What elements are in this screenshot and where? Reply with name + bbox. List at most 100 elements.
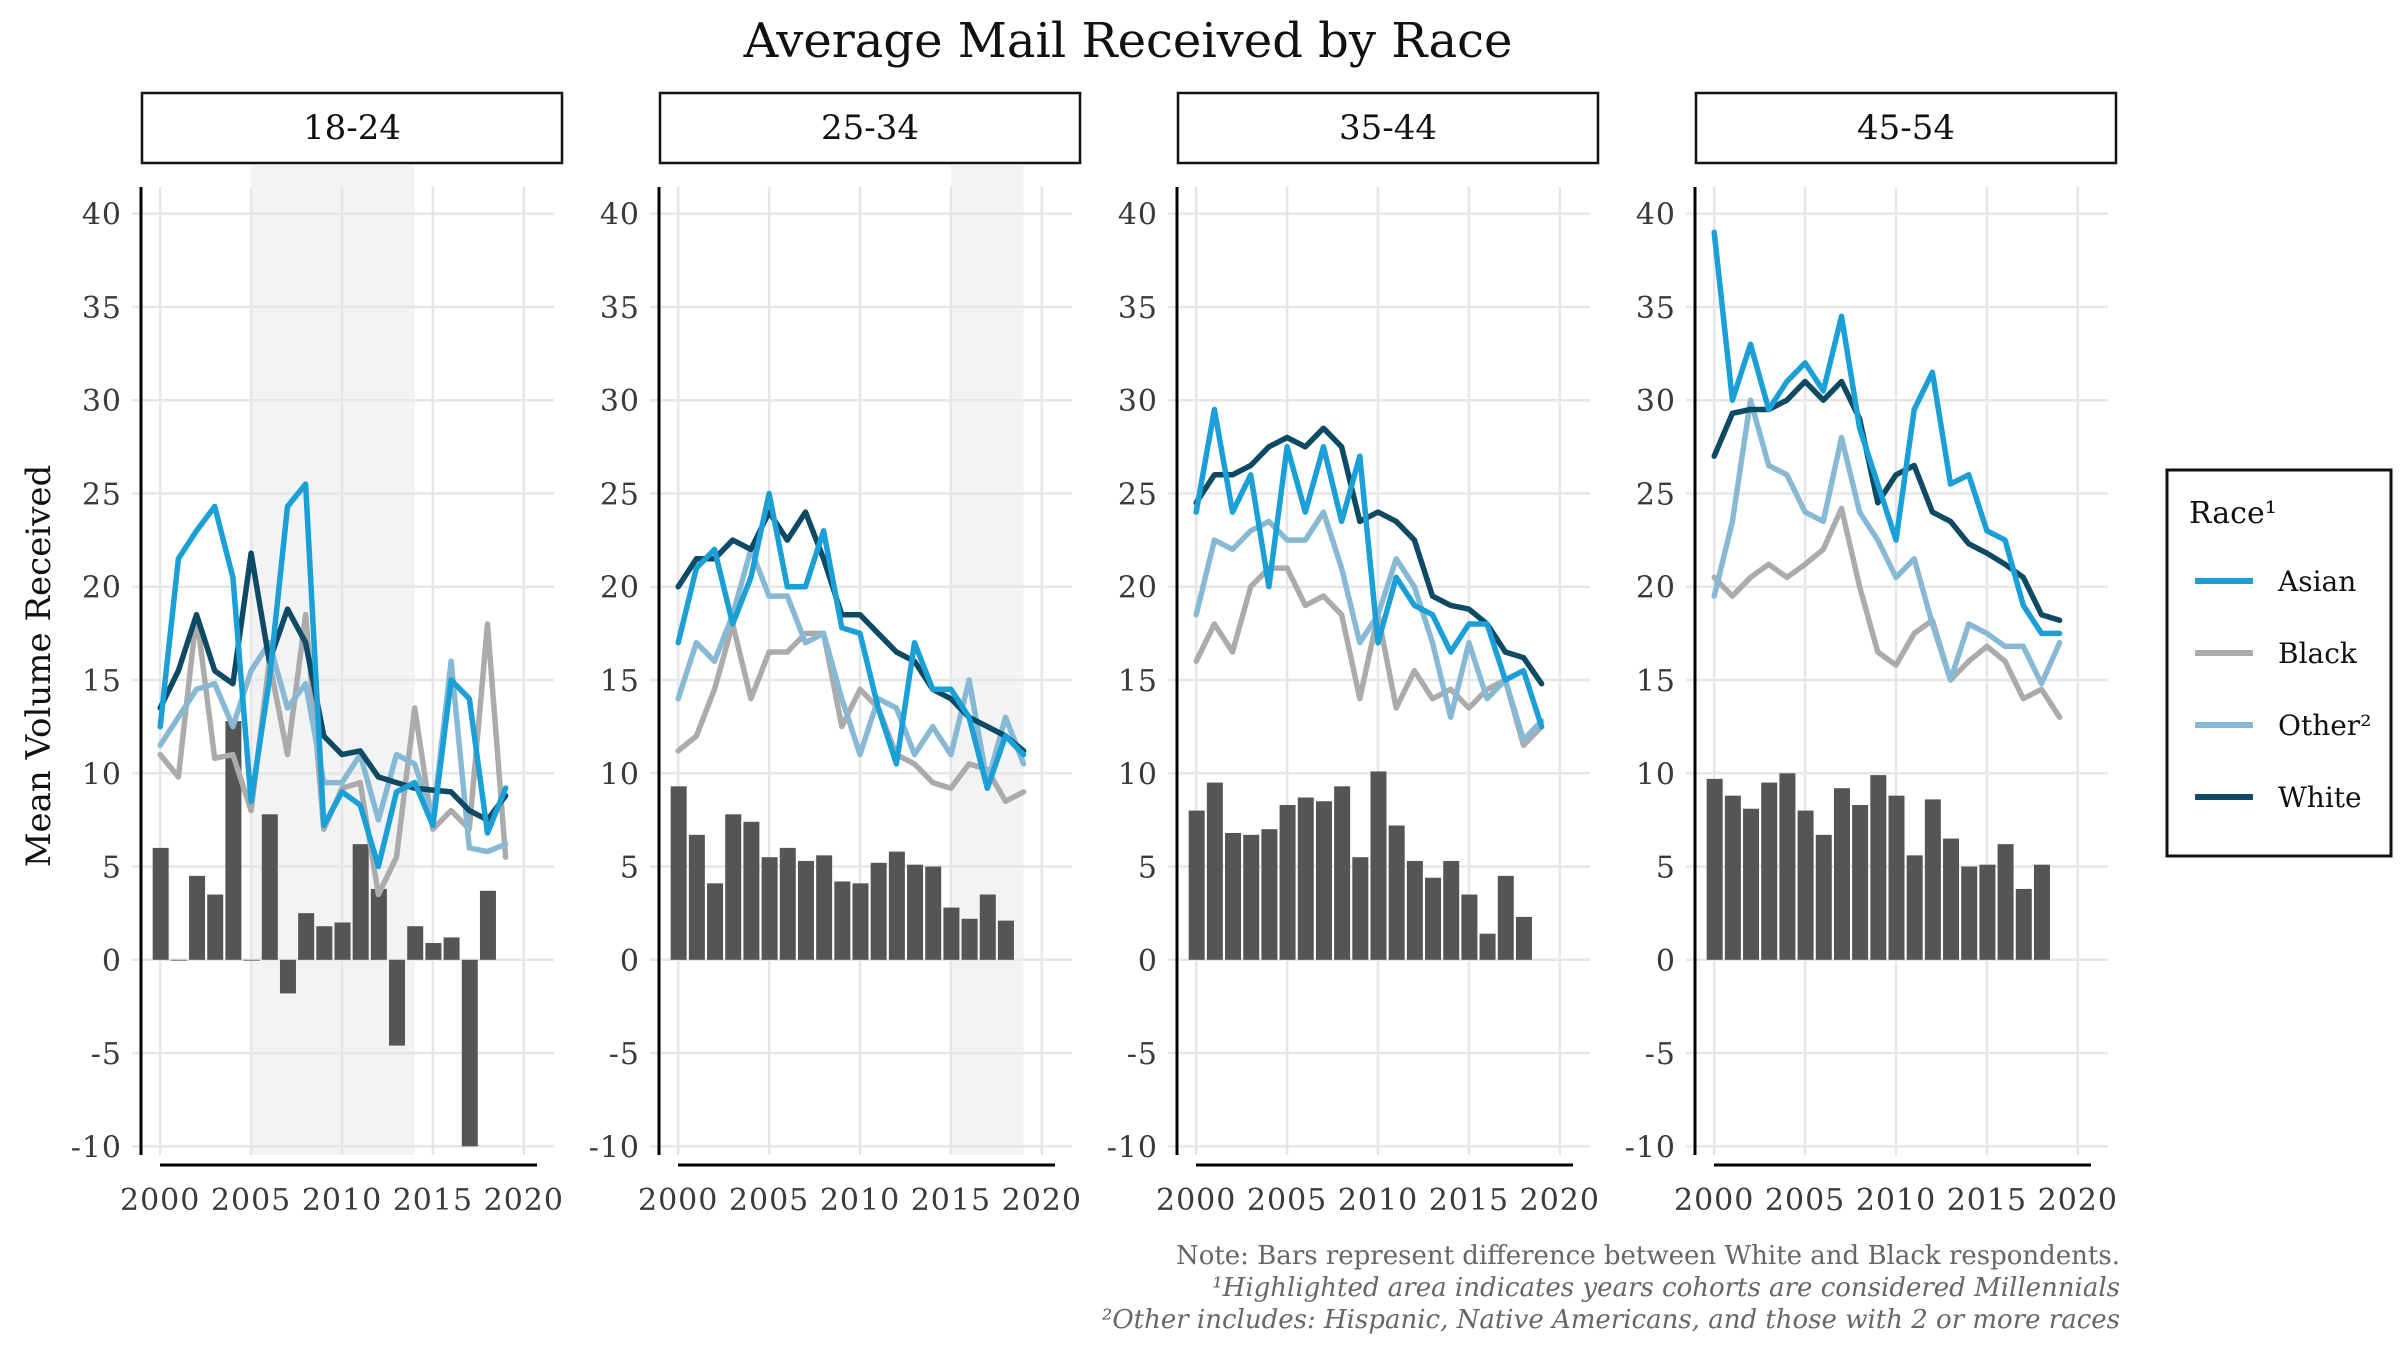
difference-bar — [370, 888, 387, 960]
difference-bar — [279, 959, 296, 994]
x-tick-label: 2010 — [820, 1183, 900, 1218]
difference-bar — [761, 857, 778, 960]
y-tick-label: 35 — [1636, 291, 1676, 326]
difference-bar — [888, 851, 905, 960]
y-tick-label: 20 — [600, 571, 640, 606]
difference-bar — [907, 864, 924, 960]
facet-label: 25-34 — [821, 108, 919, 148]
legend-label: White — [2278, 781, 2362, 814]
x-tick-label: 2010 — [1856, 1183, 1936, 1218]
series-line-asian — [1711, 229, 2063, 637]
difference-bar — [1188, 810, 1205, 960]
series-line-black — [675, 621, 1027, 805]
difference-bar — [352, 844, 369, 960]
note-highlight: ¹Highlighted area indicates years cohort… — [1212, 1273, 2120, 1303]
y-tick-label: 5 — [1138, 851, 1158, 886]
difference-bar — [1997, 844, 2014, 960]
y-tick-label: -5 — [1127, 1037, 1158, 1072]
y-tick-label: 25 — [1636, 477, 1676, 512]
difference-bar — [1406, 860, 1423, 960]
chart-notes: Note: Bars represent difference between … — [1102, 1241, 2120, 1335]
x-tick-label: 2000 — [120, 1183, 200, 1218]
y-tick-label: 10 — [600, 757, 640, 792]
facet-strip — [658, 91, 1082, 165]
difference-bar — [961, 918, 978, 960]
x-tick-label: 2005 — [1247, 1183, 1327, 1218]
difference-bar — [816, 855, 833, 960]
y-tick-label: 15 — [82, 664, 122, 699]
legend-items: Asian Black Other² White — [2195, 565, 2371, 814]
series-line-other — [1193, 509, 1545, 743]
legend-item-white: White — [2195, 781, 2362, 814]
y-tick-label: 40 — [600, 198, 640, 233]
y-tick-label: -10 — [1625, 1130, 1676, 1165]
series-line-black — [1711, 505, 2063, 721]
y-tick-label: 5 — [620, 851, 640, 886]
series-line-asian — [1193, 406, 1545, 730]
legend: Race¹ Asian Black Other² White — [2165, 468, 2393, 858]
difference-bar — [1388, 825, 1405, 960]
difference-bar — [461, 959, 478, 1147]
x-tick-label: 2015 — [1947, 1183, 2027, 1218]
difference-bar — [725, 814, 742, 960]
y-axis-label: Mean Volume Received — [19, 465, 59, 868]
difference-bar — [1425, 877, 1442, 960]
difference-bar — [407, 926, 424, 960]
facet-strip — [1176, 91, 1600, 165]
y-tick-label: 5 — [1656, 851, 1676, 886]
y-tick-label: 40 — [1118, 198, 1158, 233]
x-tick-label: 2020 — [1002, 1183, 1082, 1218]
difference-bar — [797, 860, 814, 960]
legend-box — [2165, 468, 2393, 858]
difference-bar — [943, 907, 960, 960]
difference-bar — [334, 922, 351, 960]
y-tick-label: -10 — [71, 1130, 122, 1165]
note-other: ²Other includes: Hispanic, Native Americ… — [1102, 1305, 2120, 1335]
y-tick-label: 15 — [1118, 664, 1158, 699]
chart-title: Average Mail Received by Race — [743, 13, 1513, 69]
difference-bar — [1852, 804, 1869, 960]
difference-bar — [1479, 933, 1496, 960]
difference-bar — [1943, 838, 1960, 960]
x-tick-label: 2010 — [302, 1183, 382, 1218]
y-tick-label: 35 — [1118, 291, 1158, 326]
difference-bar — [779, 847, 796, 960]
series-line-white — [157, 550, 509, 823]
y-tick-label: 40 — [82, 198, 122, 233]
difference-bar — [425, 943, 442, 960]
x-tick-label: 2015 — [1429, 1183, 1509, 1218]
difference-bar — [1815, 834, 1832, 960]
difference-bar — [997, 920, 1014, 960]
x-tick-label: 2000 — [638, 1183, 718, 1218]
x-tick-label: 2015 — [911, 1183, 991, 1218]
y-tick-label: 10 — [1118, 757, 1158, 792]
difference-bar — [1706, 778, 1723, 960]
difference-bar — [170, 959, 187, 961]
difference-bar — [1888, 795, 1905, 960]
legend-item-other: Other² — [2195, 709, 2371, 742]
y-tick-label: 10 — [1636, 757, 1676, 792]
y-tick-label: -10 — [589, 1130, 640, 1165]
x-tick-label: 2005 — [729, 1183, 809, 1218]
difference-bar — [1743, 808, 1760, 960]
difference-bar — [979, 894, 996, 960]
difference-bar — [479, 890, 496, 960]
difference-bar — [261, 814, 278, 960]
difference-bar — [743, 821, 760, 960]
difference-bar — [1297, 797, 1314, 960]
series-line-asian — [675, 490, 1027, 791]
x-tick-label: 2000 — [1674, 1183, 1754, 1218]
x-tick-label: 2015 — [393, 1183, 473, 1218]
y-tick-label: 0 — [620, 944, 640, 979]
millennial-highlight — [950, 165, 1024, 1155]
x-tick-label: 2005 — [211, 1183, 291, 1218]
difference-bar — [1261, 829, 1278, 960]
series-line-white — [1711, 378, 2063, 624]
difference-bar — [225, 721, 242, 960]
y-tick-label: 35 — [82, 291, 122, 326]
difference-bar — [207, 894, 224, 960]
difference-bar — [925, 866, 942, 960]
y-tick-label: 30 — [600, 384, 640, 419]
difference-bar — [1334, 786, 1351, 960]
difference-bar — [688, 834, 705, 960]
